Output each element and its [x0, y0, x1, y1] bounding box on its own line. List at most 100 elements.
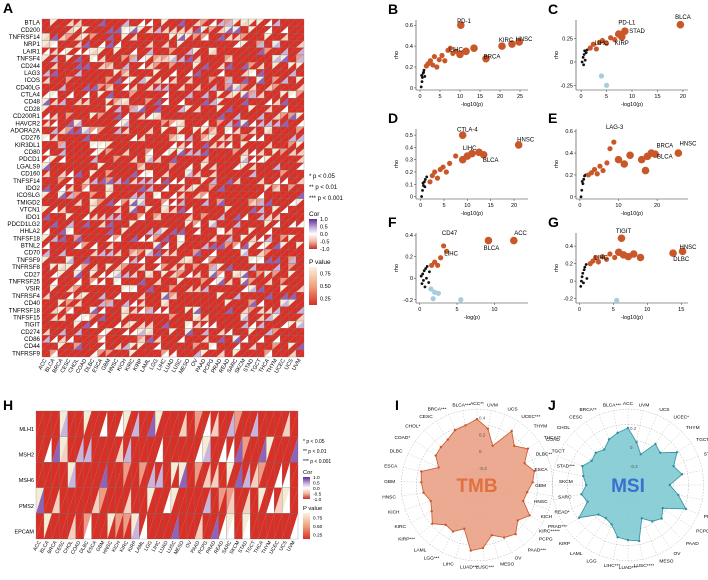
a-cell-correlation	[296, 198, 304, 206]
a-cell-pvalue	[57, 98, 66, 106]
a-cell-correlation	[57, 54, 66, 63]
a-cell-pvalue	[73, 148, 82, 156]
a-cell-correlation	[49, 126, 58, 135]
a-cell-correlation	[57, 19, 66, 27]
a-cell-correlation	[121, 112, 130, 120]
a-cell-correlation	[145, 54, 154, 63]
e-annotation: LAG-3	[606, 125, 624, 131]
a-cell-correlation	[161, 134, 170, 142]
a-cell-correlation	[200, 112, 209, 120]
a-p-tick: 0.25	[320, 297, 331, 303]
a-cell-pvalue	[240, 205, 249, 214]
a-cell-pvalue	[264, 148, 273, 156]
a-cell-pvalue	[272, 141, 281, 149]
a-cell-correlation	[184, 83, 193, 91]
a-cell-correlation	[89, 184, 98, 192]
a-cell-correlation	[264, 191, 273, 199]
a-cell-pvalue	[97, 69, 106, 77]
a-cell-pvalue	[105, 62, 114, 70]
a-cell-pvalue	[296, 191, 304, 199]
a-cell-pvalue	[121, 69, 130, 77]
a-cell-correlation	[81, 148, 90, 156]
a-cell-correlation	[81, 76, 90, 84]
a-cell-pvalue	[113, 62, 122, 70]
a-cell-pvalue	[129, 69, 138, 77]
a-cell-correlation	[73, 33, 82, 41]
d-point-black	[425, 175, 429, 179]
a-cell-pvalue	[161, 126, 170, 135]
a-row-label: LGALS9	[17, 163, 41, 170]
a-cell-correlation	[248, 112, 257, 120]
a-cell-correlation	[184, 162, 193, 171]
a-cell-pvalue	[49, 170, 58, 178]
a-cell-correlation	[161, 126, 170, 135]
a-cell-pvalue	[105, 69, 114, 77]
a-cell-pvalue	[49, 184, 58, 192]
a-cell-correlation	[42, 126, 50, 135]
a-cell-pvalue	[89, 148, 98, 156]
a-cell-correlation	[129, 213, 138, 221]
a-cell-correlation	[240, 33, 249, 41]
a-cell-pvalue	[176, 83, 185, 91]
a-cell-correlation	[73, 119, 82, 127]
a-cell-correlation	[256, 98, 265, 106]
a-cell-correlation	[192, 155, 201, 163]
f-x-axis-label: -log(p)	[464, 315, 480, 321]
a-cell-pvalue	[264, 191, 273, 199]
a-cell-pvalue	[42, 141, 50, 149]
a-cell-correlation	[248, 141, 257, 149]
a-cell-pvalue	[161, 69, 170, 77]
a-cell-pvalue	[240, 112, 249, 120]
a-cell-correlation	[256, 170, 265, 178]
a-cell-pvalue	[49, 134, 58, 142]
a-p-tick: 0.50	[320, 284, 331, 290]
a-cell-correlation	[256, 184, 265, 192]
a-cell-pvalue	[105, 98, 114, 106]
a-row-label: CD160	[21, 171, 41, 178]
a-cell-pvalue	[296, 177, 304, 185]
a-cell-correlation	[137, 141, 146, 149]
a-cell-correlation	[192, 205, 201, 214]
b-x-tick-label: 10	[457, 94, 463, 100]
a-cell-correlation	[121, 33, 130, 41]
a-cell-correlation	[42, 177, 50, 185]
a-cell-correlation	[73, 198, 82, 206]
c-x-tick-label: 0	[580, 94, 583, 100]
a-cell-correlation	[200, 76, 209, 84]
a-cell-correlation	[280, 112, 289, 120]
a-cell-correlation	[97, 47, 106, 55]
a-cell-pvalue	[161, 177, 170, 185]
a-cell-correlation	[161, 69, 170, 77]
a-cell-pvalue	[280, 83, 289, 91]
a-cell-pvalue	[200, 184, 209, 192]
c-point-orange	[676, 20, 685, 29]
b-point-orange	[434, 64, 440, 70]
a-cell-correlation	[264, 112, 273, 120]
a-cell-correlation	[208, 54, 217, 63]
a-cell-correlation	[153, 98, 162, 106]
a-cell-correlation	[248, 134, 257, 142]
a-cell-pvalue	[169, 162, 177, 171]
a-cell-correlation	[176, 76, 185, 84]
a-cell-pvalue	[280, 177, 289, 185]
a-cell-correlation	[121, 184, 130, 192]
a-cell-correlation	[280, 162, 289, 171]
a-cell-correlation	[208, 119, 217, 127]
a-row-label: NRP1	[23, 41, 40, 48]
a-cell-correlation	[113, 47, 122, 55]
a-cell-correlation	[65, 47, 74, 55]
a-cell-correlation	[153, 205, 162, 214]
a-cell-correlation	[192, 198, 201, 206]
a-cor-legend-title: Cor	[309, 211, 320, 218]
a-cell-correlation	[73, 19, 82, 27]
a-cell-correlation	[97, 54, 106, 63]
a-cell-pvalue	[145, 76, 154, 84]
a-cell-pvalue	[57, 134, 66, 142]
a-cell-pvalue	[248, 54, 257, 63]
a-cell-pvalue	[200, 198, 209, 206]
a-cell-correlation	[192, 40, 201, 48]
a-cell-correlation	[280, 148, 289, 156]
a-cell-correlation	[232, 126, 241, 135]
a-cell-correlation	[264, 47, 273, 55]
a-cell-correlation	[89, 177, 98, 185]
